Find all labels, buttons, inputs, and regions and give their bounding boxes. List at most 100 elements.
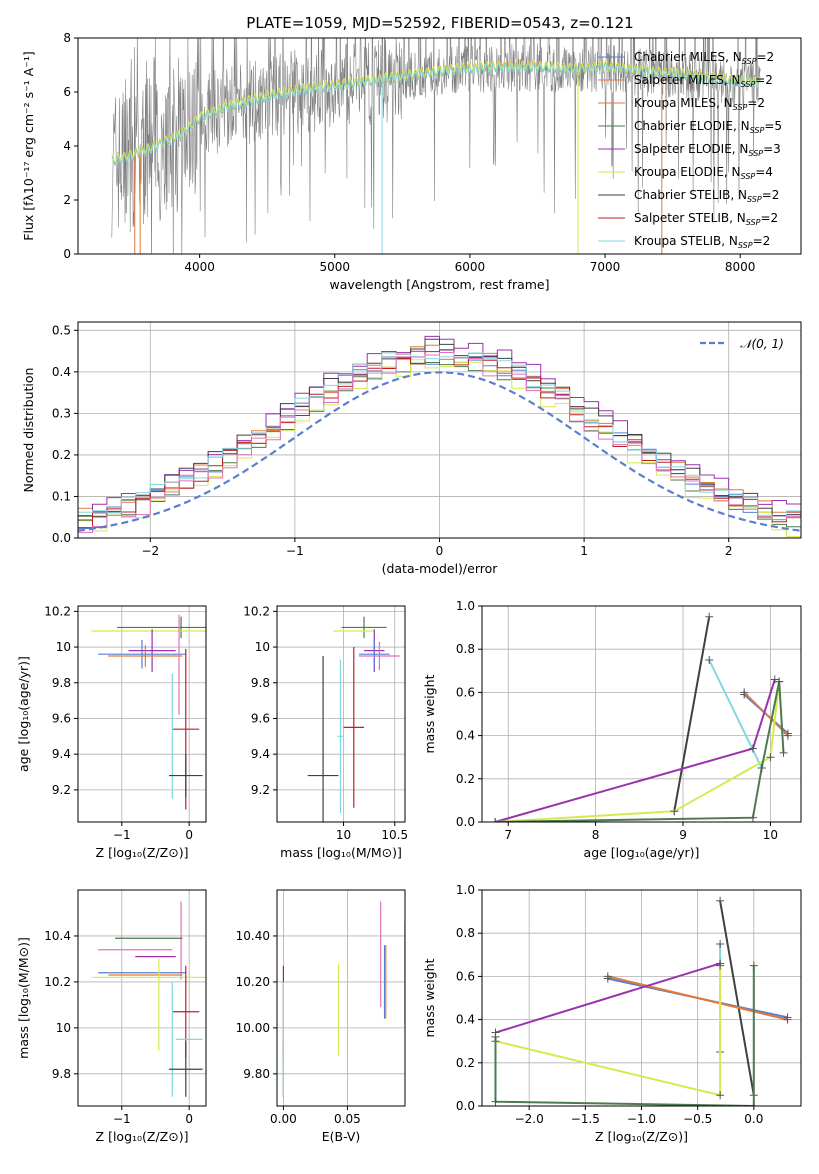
weight-marker [705,612,714,621]
weight-line [495,681,781,822]
x-tick-label: −1.5 [571,1112,600,1126]
y-tick-label: 1.0 [456,883,475,897]
weight-line [719,900,755,1096]
x-axis-label: age [log₁₀(age/yr)] [584,845,700,860]
x-tick-label: −0.5 [683,1112,712,1126]
y-axis-label: mass weight [422,958,437,1037]
y-tick-label: 9.6 [251,711,270,725]
x-tick-label: 6000 [455,260,486,274]
y-tick-label: 0.0 [52,531,71,545]
weight-marker [491,1032,500,1041]
legend-label: Kroupa ELODIE, NSSP=4 [634,165,773,181]
x-tick-label: 10 [763,828,778,842]
normal-curve [78,371,801,532]
y-tick-label: 0.4 [456,729,475,743]
weight-marker [716,940,725,948]
x-tick-label: 0 [436,544,444,558]
y-tick-label: 2 [63,193,71,207]
y-tick-label: 9.2 [52,783,71,797]
x-tick-label: −1 [286,544,304,558]
residual-histogram [78,338,801,521]
weight-marker [705,656,714,664]
x-tick-label: 8 [592,828,600,842]
residual-histogram [78,359,801,538]
panel-mass-vs-Z: −1 0 9.8 10 10.2 10.4 Z [log₁₀(Z/Z⊙)] mass [log… [16,889,207,1144]
weight-marker [670,807,679,816]
residual-histogram [78,349,801,529]
x-tick-label: 5000 [319,260,350,274]
x-tick-label: 0 [185,828,193,842]
weight-marker [749,1102,758,1106]
axes-frame [276,889,406,1107]
y-tick-label: 6 [63,85,71,99]
residual-histogram [78,344,801,519]
weight-marker [757,764,766,772]
residual-histogram [78,335,801,516]
x-tick-label: −2 [141,544,159,558]
x-tick-label: 0.00 [270,1112,297,1126]
y-tick-label: 9.4 [52,747,71,761]
weight-line [494,679,776,822]
weight-marker [766,753,775,762]
y-axis-label: age [log₁₀(age/yr)] [16,656,31,772]
residual-histogram [78,352,801,521]
figure-title: PLATE=1059, MJD=52592, FIBERID=0543, z=0… [246,14,633,32]
weight-line [743,691,789,737]
weight-marker [716,1091,725,1100]
x-tick-label: 0.05 [334,1112,361,1126]
y-tick-label: 0.6 [456,685,475,699]
y-tick-label: 4 [63,139,71,153]
panel-mass-vs-ebv: 0.00 0.05 9.80 10.00 10.20 10.40 E(B-V) [236,889,406,1144]
plot-area [91,901,206,1097]
plot-area [491,612,792,822]
x-axis-label: (data-model)/error [382,561,499,576]
legend-label: Chabrier MILES, NSSP=2 [634,50,774,66]
panel-age-vs-Z: −1 0 9.2 9.4 9.6 9.8 10 10.2 Z [log₁₀(Z/Z⊙)] age … [16,604,207,860]
panel-residuals: −2 −1 0 1 2 0.0 0.1 0.2 0.3 0.4 0.5 (data-model)/er… [21,321,802,576]
weight-marker [716,896,725,905]
y-tick-label: 1.0 [456,599,475,613]
y-tick-label: 9.4 [251,747,270,761]
y-axis-label: Normed distribution [21,368,36,493]
axes-frame [481,605,802,823]
y-tick-label: 0.5 [52,323,71,337]
weight-marker [491,818,500,822]
x-axis-label: Z [log₁₀(Z/Z⊙)] [96,1129,189,1144]
legend-label: 𝒩(0, 1) [740,337,784,351]
y-tick-label: 9.8 [52,1067,71,1081]
x-tick-label: −1 [113,828,131,842]
y-tick-label: 0 [63,247,71,261]
y-tick-label: 9.80 [243,1067,270,1081]
y-tick-label: 10.4 [44,929,71,943]
x-tick-label: 10 [336,828,351,842]
legend-label: Kroupa MILES, NSSP=2 [634,96,765,112]
y-tick-label: 10.20 [236,975,270,989]
x-axis-label: wavelength [Angstrom, rest frame] [329,277,549,292]
x-tick-label: 4000 [184,260,215,274]
x-tick-label: 10.5 [381,828,408,842]
x-axis-label: mass [log₁₀(M/M⊙)] [280,845,402,860]
axes-frame [77,605,207,823]
y-tick-label: 10.2 [44,975,71,989]
legend-label: Salpeter STELIB, NSSP=2 [634,211,778,227]
weight-line [673,616,711,812]
x-tick-label: −1.0 [627,1112,656,1126]
y-tick-label: 9.8 [251,676,270,690]
x-axis-label: Z [log₁₀(Z/Z⊙)] [595,1129,688,1144]
weight-marker [740,688,749,697]
y-tick-label: 0.3 [52,406,71,420]
legend-label: Kroupa STELIB, NSSP=2 [634,234,770,250]
y-tick-label: 10.2 [243,604,270,618]
plot-area [307,616,400,822]
y-tick-label: 0.6 [456,969,475,983]
y-tick-label: 0.2 [52,448,71,462]
y-tick-label: 10 [56,640,71,654]
x-tick-label: 9 [679,828,687,842]
plot-area [111,38,761,254]
weight-marker [783,1015,792,1024]
x-tick-label: 7 [504,828,512,842]
weight-line [494,965,755,1106]
weight-marker [749,961,758,970]
axes-frame [77,321,802,539]
